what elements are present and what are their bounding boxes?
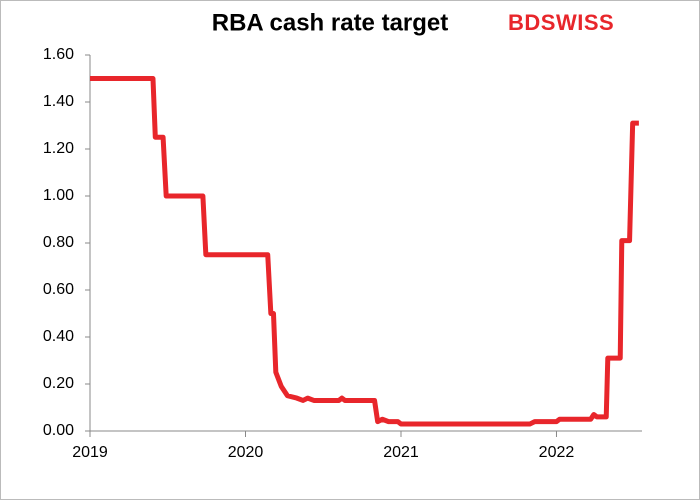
- y-tick-label: 1.60: [43, 46, 74, 63]
- y-tick-label: 0.40: [43, 328, 74, 345]
- y-tick-label: 0.60: [43, 281, 74, 298]
- x-tick-label: 2019: [72, 444, 108, 461]
- x-tick-label: 2022: [539, 444, 575, 461]
- y-tick-label: 0.80: [43, 234, 74, 251]
- y-tick-label: 1.20: [43, 140, 74, 157]
- y-tick-label: 0.00: [43, 422, 74, 439]
- y-tick-label: 1.00: [43, 187, 74, 204]
- brand-logo: BDSWISS: [508, 10, 614, 35]
- x-tick-label: 2021: [383, 444, 419, 461]
- y-tick-label: 1.40: [43, 93, 74, 110]
- y-tick-label: 0.20: [43, 375, 74, 392]
- chart-title: RBA cash rate target: [212, 9, 449, 36]
- line-series: [90, 76, 639, 427]
- x-tick-label: 2020: [228, 444, 264, 461]
